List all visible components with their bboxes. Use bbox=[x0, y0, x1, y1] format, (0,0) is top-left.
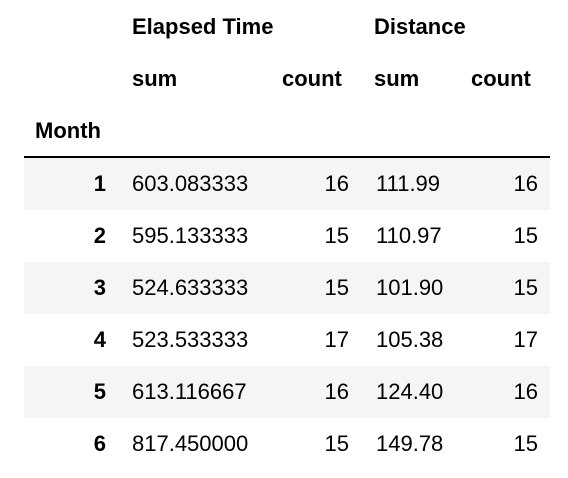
row-index: 1 bbox=[93, 171, 106, 196]
header-index-month: Month bbox=[35, 118, 101, 143]
row-index: 2 bbox=[93, 223, 106, 248]
cell-distance-sum: 124.40 bbox=[376, 379, 444, 404]
table-row: 3 524.633333 15 101.90 15 bbox=[24, 262, 550, 314]
header-elapsed-count: count bbox=[282, 66, 342, 91]
cell-distance-sum: 111.99 bbox=[376, 171, 441, 196]
cell-elapsed-count: 17 bbox=[324, 327, 349, 352]
row-index: 6 bbox=[93, 431, 106, 456]
header-elapsed-time: Elapsed Time bbox=[132, 14, 274, 39]
header-distance-sum: sum bbox=[374, 66, 420, 91]
header-distance-count: count bbox=[471, 66, 531, 91]
cell-elapsed-sum: 603.083333 bbox=[132, 171, 249, 196]
cell-elapsed-sum: 613.116667 bbox=[132, 379, 247, 404]
row-index: 5 bbox=[93, 379, 106, 404]
header-row-index: Month bbox=[24, 104, 550, 156]
cell-elapsed-sum: 524.633333 bbox=[132, 275, 249, 300]
cell-distance-count: 16 bbox=[513, 379, 538, 404]
cell-elapsed-count: 15 bbox=[324, 223, 349, 248]
row-index: 3 bbox=[93, 275, 106, 300]
cell-elapsed-count: 16 bbox=[324, 171, 349, 196]
cell-distance-sum: 149.78 bbox=[376, 431, 444, 456]
cell-elapsed-sum: 595.133333 bbox=[132, 223, 249, 248]
table-row: 6 817.450000 15 149.78 15 bbox=[24, 418, 550, 470]
cell-distance-count: 15 bbox=[513, 431, 538, 456]
header-distance: Distance bbox=[374, 14, 466, 39]
cell-distance-sum: 105.38 bbox=[376, 327, 444, 352]
cell-elapsed-count: 15 bbox=[324, 431, 349, 456]
dataframe-table: Elapsed Time Distance sum count sum coun… bbox=[24, 0, 550, 470]
table-row: 5 613.116667 16 124.40 16 bbox=[24, 366, 550, 418]
table-row: 2 595.133333 15 110.97 15 bbox=[24, 210, 550, 262]
cell-distance-count: 15 bbox=[513, 275, 538, 300]
cell-elapsed-sum: 817.450000 bbox=[132, 431, 249, 456]
table-row: 1 603.083333 16 111.99 16 bbox=[24, 158, 550, 210]
cell-distance-sum: 101.90 bbox=[376, 275, 444, 300]
cell-elapsed-count: 15 bbox=[324, 275, 349, 300]
cell-elapsed-count: 16 bbox=[324, 379, 349, 404]
cell-distance-count: 17 bbox=[513, 327, 538, 352]
table-row: 4 523.533333 17 105.38 17 bbox=[24, 314, 550, 366]
header-separator bbox=[24, 156, 550, 158]
cell-distance-count: 16 bbox=[513, 171, 538, 196]
row-index: 4 bbox=[93, 327, 106, 352]
cell-distance-sum: 110.97 bbox=[376, 223, 442, 248]
header-row-aggregates: sum count sum count bbox=[24, 52, 550, 104]
cell-distance-count: 15 bbox=[513, 223, 538, 248]
header-row-groups: Elapsed Time Distance bbox=[24, 0, 550, 52]
cell-elapsed-sum: 523.533333 bbox=[132, 327, 249, 352]
header-elapsed-sum: sum bbox=[132, 66, 178, 91]
